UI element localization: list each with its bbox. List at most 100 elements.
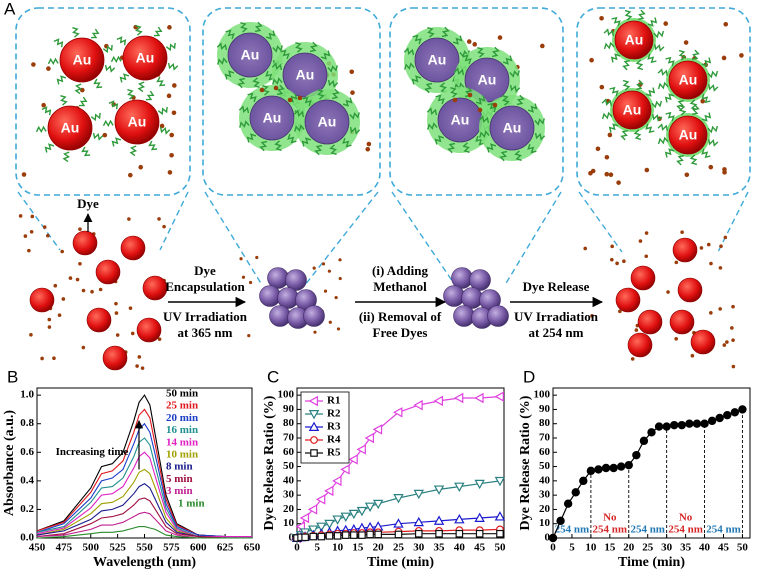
x-tick-label: 15 — [352, 542, 364, 554]
ligand — [487, 102, 497, 113]
dye-dot — [336, 327, 341, 331]
y-tick-label: 10 — [539, 517, 551, 529]
dye-dot — [138, 164, 143, 170]
dye-dot — [41, 102, 46, 108]
dye-dot — [644, 167, 650, 173]
ligand — [622, 60, 631, 71]
dye-dot — [312, 266, 316, 270]
marker — [364, 432, 375, 444]
y-tick-label: 10 — [283, 517, 295, 529]
x-tick-label: 500 — [83, 542, 100, 554]
marker — [316, 522, 327, 533]
nanoparticle — [443, 285, 465, 307]
ligand — [116, 36, 127, 46]
ligand — [276, 84, 285, 96]
ligand — [92, 132, 104, 141]
ligand — [534, 118, 545, 126]
marker — [609, 463, 618, 473]
ligand — [246, 133, 257, 143]
nanoparticle — [269, 305, 291, 327]
marker — [393, 407, 403, 418]
step-label: Methanol — [373, 279, 427, 294]
dye-dot — [725, 340, 729, 344]
marker — [723, 410, 732, 420]
dye-dot — [666, 290, 670, 294]
series-line — [36, 422, 252, 538]
ligand — [611, 16, 621, 27]
y-tick-label: 0 — [289, 532, 295, 544]
x-tick-label: 550 — [136, 542, 153, 554]
marker — [601, 463, 611, 473]
series-line — [36, 408, 252, 538]
zoom-box — [202, 7, 381, 196]
ligand — [331, 88, 340, 100]
particle-label: Au — [625, 32, 644, 48]
series-label: 10 min — [166, 449, 198, 461]
x-tick-label: 45 — [718, 542, 730, 554]
zoom-line — [304, 191, 379, 286]
ligand — [145, 90, 155, 101]
step-label: Dye — [194, 263, 216, 278]
dye-dot — [730, 326, 734, 330]
dye-dot — [590, 168, 596, 174]
nanoparticle — [95, 259, 121, 285]
dye-dot — [350, 90, 355, 95]
nanoparticle — [136, 317, 162, 343]
y-tick-label: 80 — [539, 417, 551, 429]
annotation: Increasing time — [56, 446, 129, 458]
x-tick-label: 30 — [413, 542, 425, 554]
ligand — [224, 70, 235, 80]
x-tick-label: 35 — [434, 542, 446, 554]
ligand — [608, 123, 619, 133]
dye-dot — [492, 102, 498, 108]
marker — [474, 392, 484, 404]
ligand — [47, 57, 59, 66]
nanoparticle — [120, 235, 146, 261]
marker — [413, 399, 423, 411]
series-line — [36, 483, 252, 539]
ligand — [412, 34, 422, 45]
ligand — [272, 77, 283, 85]
dye-dot — [30, 214, 35, 219]
ligand — [527, 143, 537, 154]
ligand — [601, 111, 613, 120]
dye-dot — [78, 261, 82, 266]
step-label: Free Dyes — [373, 325, 428, 340]
particle-label: Au — [296, 67, 315, 83]
ligand — [657, 123, 668, 132]
ligand — [678, 49, 687, 61]
marker — [632, 450, 641, 460]
x-tick-label: 10 — [585, 542, 597, 554]
ligand — [486, 143, 497, 153]
ligand — [462, 54, 472, 65]
particle-label: Au — [428, 52, 447, 68]
x-tick-label: 650 — [244, 542, 261, 554]
dye-dot — [477, 107, 483, 113]
dye-dot — [731, 338, 735, 342]
gold-particle — [47, 105, 93, 151]
dye-dot — [680, 230, 684, 235]
particle-label: Au — [679, 72, 698, 88]
marker — [475, 529, 484, 538]
nanoparticle — [86, 307, 112, 333]
ligand — [657, 81, 669, 90]
x-axis-title: Time (min) — [367, 555, 434, 570]
marker — [364, 502, 376, 513]
ligand — [327, 65, 338, 73]
nanoparticle — [102, 345, 128, 371]
dye-dot — [61, 297, 66, 301]
ligand — [657, 136, 669, 145]
dye-dot — [722, 170, 727, 175]
ligand — [314, 144, 323, 156]
dye-dot — [699, 246, 704, 250]
particle-label: Au — [263, 110, 282, 126]
y-axis-title: Dye Release Ratio (%) — [518, 395, 533, 530]
ligand — [462, 142, 470, 153]
dye-dot — [31, 62, 36, 67]
marker — [324, 519, 335, 530]
dye-dot — [721, 55, 727, 61]
ligand — [499, 150, 508, 162]
ligand — [309, 41, 318, 53]
legend-marker — [310, 449, 318, 457]
ligand — [111, 137, 122, 147]
